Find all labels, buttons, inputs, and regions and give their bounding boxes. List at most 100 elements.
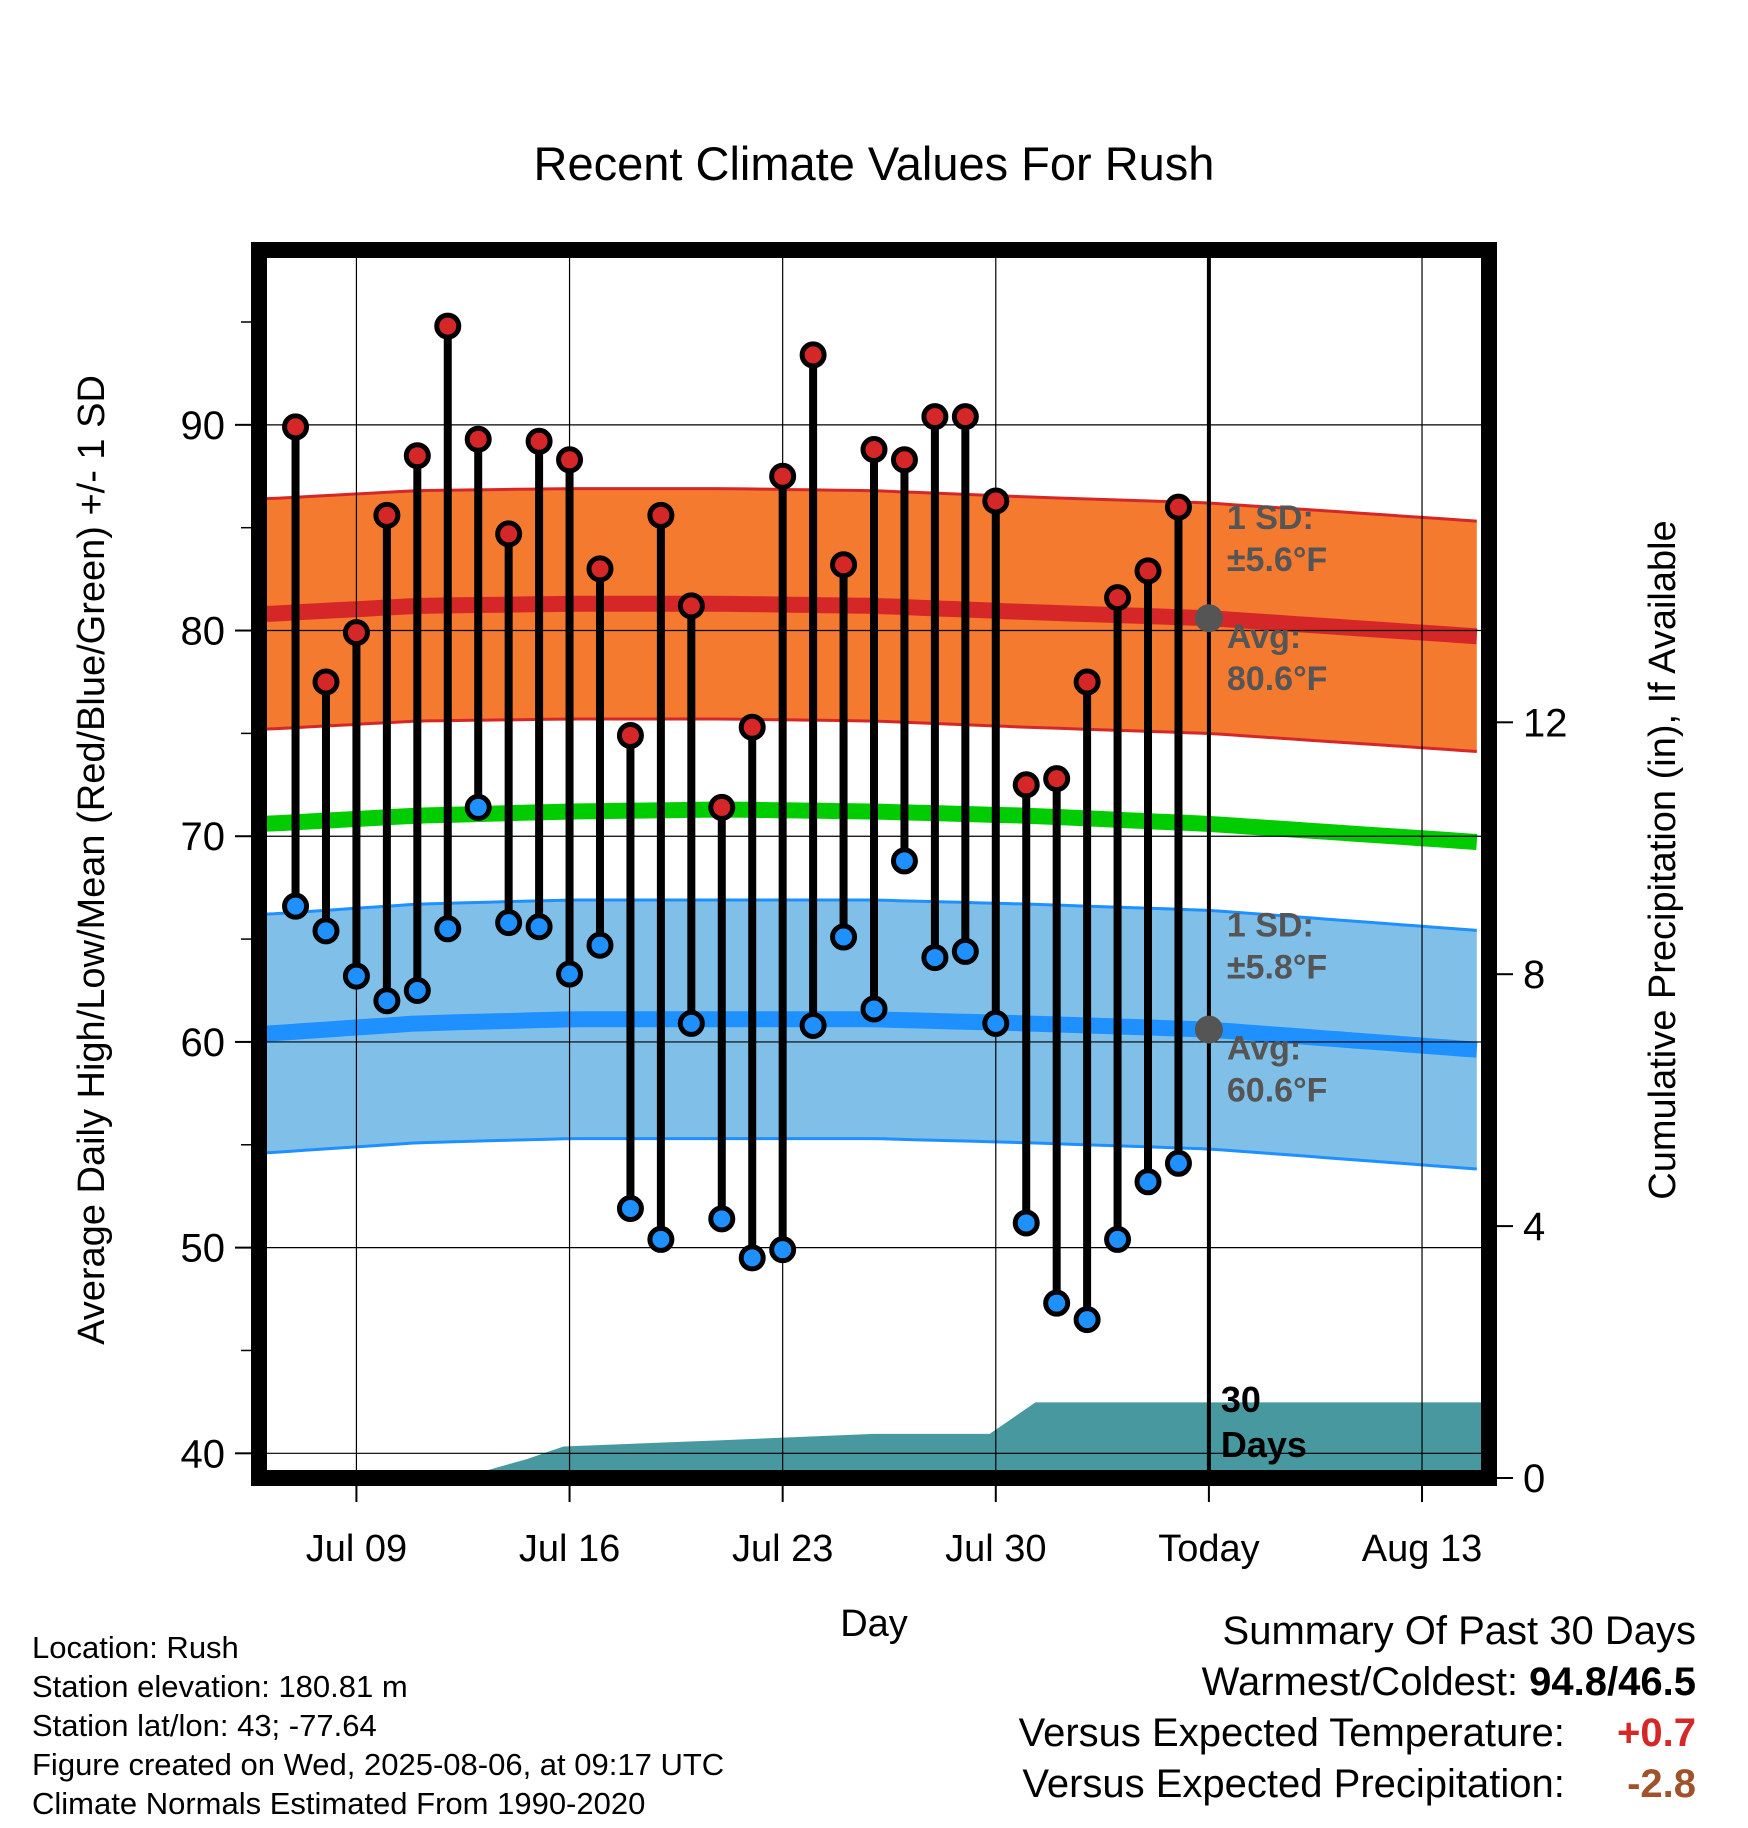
daily-low-point (282, 892, 310, 920)
daily-low-point (708, 1205, 736, 1233)
precip-value: -2.8 (1627, 1762, 1696, 1806)
daily-low-point (586, 931, 614, 959)
summary-precip: Versus Expected Precipitation: -2.8 (1019, 1759, 1696, 1810)
high-sd-annotation: 1 SD: (1227, 499, 1314, 537)
x-tick-label: Jul 09 (306, 1528, 407, 1570)
daily-high-point (1164, 493, 1192, 521)
low-sd-lower-edge (258, 1137, 1477, 1171)
daily-high-point (282, 413, 310, 441)
daily-low-point (1073, 1306, 1101, 1334)
x-tick-label: Jul 16 (519, 1528, 620, 1570)
station-info: Location: Rush Station elevation: 180.81… (32, 1628, 724, 1823)
daily-high-point (495, 520, 523, 548)
daily-low-point (677, 1009, 705, 1037)
low-sd-upper-edge (258, 898, 1477, 932)
today-days-label: 30 (1221, 1379, 1261, 1420)
x-tick-label: Aug 13 (1362, 1528, 1482, 1570)
daily-high-point (1104, 584, 1132, 612)
summary-warm-cold: Warmest/Coldest: 94.8/46.5 (1019, 1657, 1696, 1708)
daily-high-point (434, 312, 462, 340)
high-avg-value-annotation: 80.6°F (1227, 660, 1328, 698)
high-sd-upper-edge (258, 487, 1477, 523)
summary-title: Summary Of Past 30 Days (1222, 1609, 1696, 1653)
daily-high-point (586, 555, 614, 583)
daily-low-point (342, 962, 370, 990)
y-tick-label: 90 (181, 404, 226, 448)
daily-high-point (921, 403, 949, 431)
daily-low-point (799, 1011, 827, 1039)
latlon-text: Station lat/lon: 43; -77.64 (32, 1708, 377, 1743)
high-sd-value-annotation: ±5.6°F (1227, 541, 1327, 579)
low-avg-value-annotation: 60.6°F (1227, 1072, 1328, 1110)
daily-low-point (616, 1195, 644, 1223)
daily-high-point (616, 721, 644, 749)
y-tick-label: 60 (181, 1021, 226, 1065)
daily-high-point (1134, 557, 1162, 585)
y-tick-label: 80 (181, 610, 226, 654)
y2-tick-label: 4 (1523, 1205, 1545, 1249)
chart-title: Recent Climate Values For Rush (534, 137, 1215, 190)
daily-high-point (799, 341, 827, 369)
daily-high-point (525, 427, 553, 455)
today-high-avg-marker (1194, 604, 1223, 633)
daily-high-point (738, 713, 766, 741)
precip-area (265, 1402, 1490, 1478)
daily-high-point (951, 403, 979, 431)
warm-cold-label: Warmest/Coldest: (1201, 1660, 1519, 1704)
daily-high-point (556, 446, 584, 474)
daily-high-point (860, 436, 888, 464)
daily-low-point (495, 909, 523, 937)
daily-low-point (1104, 1225, 1132, 1253)
high-sd-band (259, 488, 1477, 752)
daily-high-point (312, 668, 340, 696)
daily-high-point (890, 446, 918, 474)
low-sd-value-annotation: ±5.8°F (1227, 948, 1327, 986)
high-avg-annotation: Avg: (1227, 618, 1301, 656)
daily-low-point (556, 960, 584, 988)
daily-low-point (1012, 1209, 1040, 1237)
today-low-avg-marker (1194, 1015, 1223, 1044)
warm-cold-value: 94.8/46.5 (1529, 1660, 1696, 1704)
high-sd-lower-edge (258, 717, 1477, 753)
daily-high-point (830, 551, 858, 579)
daily-low-point (951, 937, 979, 965)
created-text: Figure created on Wed, 2025-08-06, at 09… (32, 1747, 725, 1782)
plot-frame (251, 242, 1497, 1486)
today-days-label: Days (1221, 1424, 1307, 1465)
normals-text: Climate Normals Estimated From 1990-2020 (32, 1786, 646, 1821)
x-tick-label: Today (1158, 1528, 1259, 1570)
normal-high-line (258, 595, 1478, 645)
daily-low-point (373, 987, 401, 1015)
daily-high-point (677, 592, 705, 620)
daily-high-point (769, 462, 797, 490)
daily-low-point (830, 923, 858, 951)
summary-temp: Versus Expected Temperature: +0.7 (1019, 1708, 1696, 1759)
daily-low-point (769, 1236, 797, 1264)
daily-low-point (982, 1009, 1010, 1037)
daily-low-point (738, 1244, 766, 1272)
location-text: Location: Rush (32, 1630, 239, 1665)
daily-high-point (647, 501, 675, 529)
precip-label: Versus Expected Precipitation: (1022, 1762, 1565, 1806)
daily-low-point (525, 913, 553, 941)
daily-low-point (464, 793, 492, 821)
x-tick-label: Jul 23 (732, 1528, 833, 1570)
low-sd-annotation: 1 SD: (1227, 906, 1314, 944)
y-axis-label: Average Daily High/Low/Mean (Red/Blue/Gr… (71, 375, 113, 1345)
daily-high-point (342, 619, 370, 647)
summary-panel: Summary Of Past 30 Days Warmest/Coldest:… (1019, 1606, 1696, 1810)
temp-label: Versus Expected Temperature: (1018, 1711, 1565, 1755)
daily-low-point (1043, 1289, 1071, 1317)
daily-low-point (434, 915, 462, 943)
y2-tick-label: 0 (1523, 1457, 1545, 1501)
daily-low-point (1134, 1168, 1162, 1196)
y-tick-label: 40 (181, 1432, 226, 1476)
x-tick-label: Jul 30 (945, 1528, 1046, 1570)
y-tick-label: 50 (181, 1227, 226, 1271)
daily-high-point (1073, 668, 1101, 696)
daily-high-point (708, 793, 736, 821)
y2-tick-label: 8 (1523, 953, 1545, 997)
daily-low-point (890, 847, 918, 875)
y2-tick-label: 12 (1523, 701, 1568, 745)
daily-low-point (647, 1225, 675, 1253)
